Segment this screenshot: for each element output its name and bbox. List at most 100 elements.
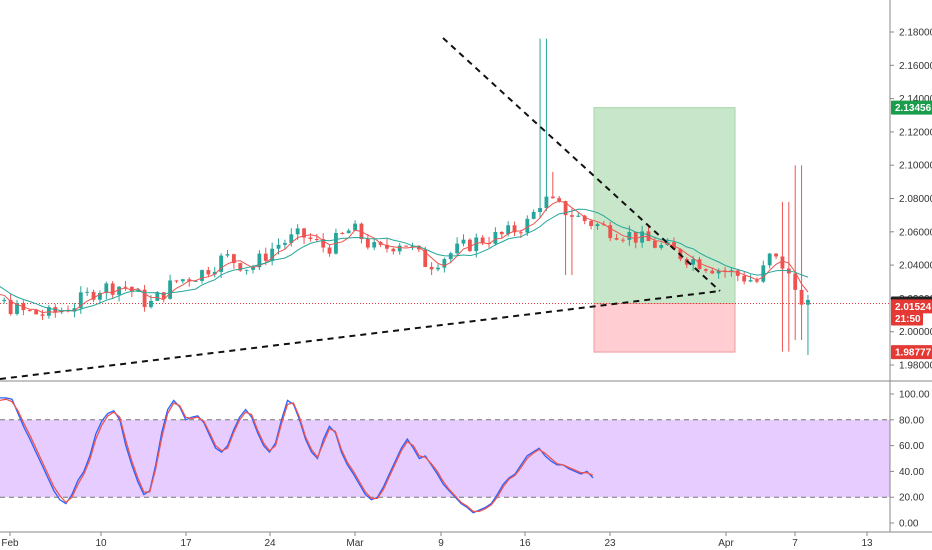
candle-body (544, 196, 549, 209)
candle-body (27, 310, 32, 312)
candle-body (659, 245, 664, 248)
candle-body (416, 245, 421, 250)
candle-body (774, 253, 778, 257)
candle-body (474, 237, 479, 252)
candle-body (767, 253, 772, 266)
candle-body (570, 215, 574, 217)
candle-body (404, 245, 409, 247)
candle-body (506, 225, 511, 235)
candle-body (691, 259, 696, 265)
candle-body (251, 267, 255, 270)
candle-body (557, 198, 562, 202)
candle-body (346, 230, 351, 234)
candle-body (123, 286, 128, 288)
candle-body (621, 239, 625, 241)
candle-body (2, 299, 7, 302)
candle-body (799, 289, 804, 305)
candle-body (270, 248, 275, 261)
candle-body (85, 291, 90, 293)
resistance-trendline[interactable] (442, 37, 721, 292)
time-axis[interactable]: Feb 10 17 24 Mar 9 16 23 Apr 7 13 (0, 531, 932, 549)
price-tick-label: 1.98000 (899, 361, 932, 372)
candle-body (98, 292, 102, 300)
candle-body (640, 231, 645, 243)
candle-body (410, 245, 415, 247)
moving-average-slow (0, 208, 809, 312)
price-badge: 2.01524 (891, 299, 932, 314)
time-tick-label: Feb (1, 538, 19, 549)
candle-body (582, 215, 587, 221)
time-tick-label: 9 (438, 538, 444, 549)
position-loss-zone[interactable] (593, 303, 736, 353)
oscillator-line-2 (0, 398, 594, 513)
candle-body (200, 270, 204, 281)
oscillator-tick-label: 60.00 (899, 441, 924, 452)
candle-body (193, 280, 198, 282)
candle-body (710, 270, 715, 274)
candle-body (78, 292, 83, 309)
oscillator-axis[interactable]: 0.00 20.00 40.00 60.00 80.00 100.00 (890, 390, 930, 530)
candle-body (436, 267, 440, 270)
candle-body (519, 232, 523, 234)
candle-body (480, 237, 485, 244)
time-tick-label: 17 (180, 538, 192, 549)
price-badge-label: 21:50 (895, 314, 921, 325)
oscillator-tick-label: 40.00 (899, 467, 924, 478)
time-tick-label: 7 (792, 538, 798, 549)
candle-body (467, 239, 472, 252)
candle-body (321, 239, 326, 248)
candle-body (142, 289, 147, 308)
candle-body (614, 238, 619, 240)
candle-body (161, 292, 166, 299)
price-pane[interactable] (0, 37, 932, 382)
candle-body (117, 286, 121, 295)
candle-body (512, 225, 517, 233)
price-tick-label: 2.10000 (899, 161, 932, 172)
candle-body (149, 300, 153, 308)
candle-body (442, 259, 447, 268)
time-tick-label: Mar (346, 538, 364, 549)
candle-body (155, 292, 160, 301)
candle-body (180, 279, 185, 282)
candle-body (493, 231, 498, 244)
candle-body (703, 269, 708, 271)
price-badge: 2.13456 (891, 100, 932, 115)
oscillator-pane[interactable] (0, 397, 890, 514)
price-badge-label: 2.13456 (895, 103, 932, 114)
candle-body (302, 228, 306, 238)
price-badge-label: 2.01524 (895, 302, 932, 313)
candle-body (755, 280, 759, 282)
candle-body (129, 286, 134, 292)
candle-body (66, 310, 70, 312)
time-tick-label: 13 (861, 538, 873, 549)
candle-body (263, 253, 268, 261)
candle-body (793, 273, 798, 290)
price-tick-label: 2.18000 (899, 28, 932, 39)
candle-body (550, 196, 555, 199)
position-profit-zone[interactable] (593, 107, 736, 305)
candle-body (308, 237, 313, 239)
candle-body (34, 310, 39, 315)
candle-body (589, 220, 593, 227)
candle-body (314, 238, 319, 240)
candle-body (8, 299, 13, 314)
candle-body (372, 242, 377, 248)
candle-body (461, 239, 466, 244)
candle-body (538, 208, 542, 212)
candle-body (257, 253, 262, 268)
time-tick-label: 24 (264, 538, 276, 549)
candle-body (72, 308, 77, 312)
candle-body (716, 270, 721, 274)
time-tick-label: Apr (718, 538, 734, 549)
candle-body (525, 218, 530, 233)
candle-body (697, 259, 702, 270)
candle-body (429, 266, 434, 270)
candle-body (646, 231, 651, 241)
candle-body (174, 280, 179, 282)
candle-body (289, 234, 294, 244)
candle-body (225, 254, 230, 256)
oscillator-tick-label: 0.00 (899, 519, 919, 530)
candle-body (595, 224, 600, 227)
